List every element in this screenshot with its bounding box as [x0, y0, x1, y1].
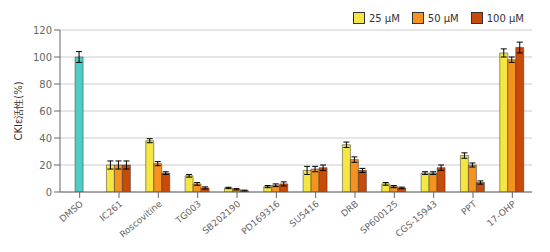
svg-text:PD169316: PD169316 — [240, 199, 282, 237]
svg-text:120: 120 — [33, 25, 52, 36]
svg-text:IC261: IC261 — [98, 199, 124, 223]
svg-text:60: 60 — [39, 106, 52, 117]
svg-text:DRB: DRB — [339, 199, 360, 219]
svg-text:40: 40 — [39, 133, 52, 144]
svg-text:CGS-15943: CGS-15943 — [394, 199, 439, 239]
svg-text:80: 80 — [39, 79, 52, 90]
svg-text:SU5416: SU5416 — [288, 199, 322, 229]
svg-text:CKIε活性(%): CKIε活性(%) — [13, 81, 24, 140]
svg-text:100: 100 — [33, 52, 52, 63]
html-text:50 μM: 50 μM — [427, 12, 459, 24]
svg-text:20: 20 — [39, 160, 52, 171]
svg-text:17-OHP: 17-OHP — [485, 198, 518, 228]
html-text:100 μM: 100 μM — [486, 12, 524, 24]
svg-text:0: 0 — [46, 187, 52, 198]
svg-text:PPT: PPT — [459, 198, 478, 216]
html-text:25 μM: 25 μM — [368, 12, 400, 24]
svg-text:DMSO: DMSO — [58, 199, 85, 224]
svg-text:TG003: TG003 — [173, 199, 203, 226]
svg-text:Roscovitine: Roscovitine — [118, 198, 164, 239]
svg-text:SP600125: SP600125 — [358, 199, 399, 236]
svg-text:SB202190: SB202190 — [201, 199, 243, 237]
